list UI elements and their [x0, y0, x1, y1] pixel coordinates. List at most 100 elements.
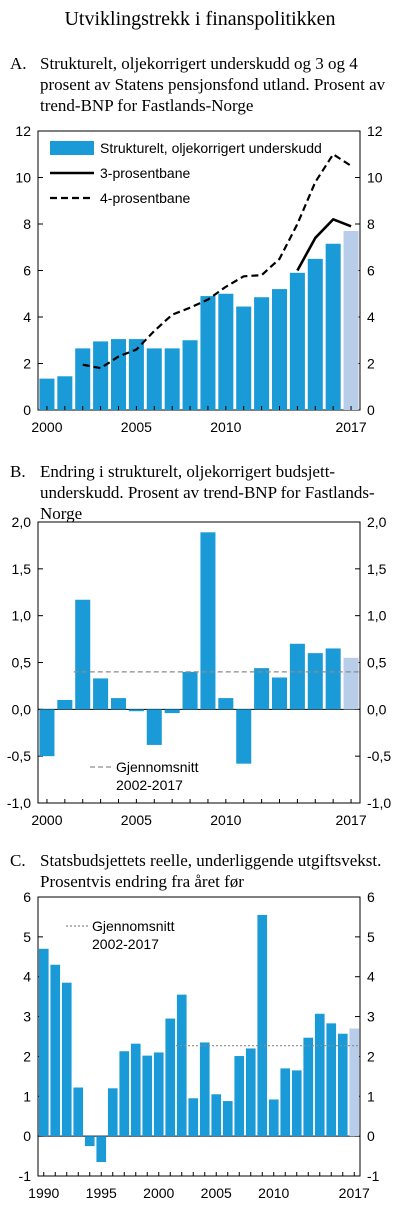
bar: [96, 1136, 107, 1163]
y-tick-label-left: 10: [15, 170, 31, 186]
y-tick-label-left: 1,0: [12, 608, 32, 624]
y-tick-label-right: 4: [367, 969, 375, 985]
bar: [325, 648, 341, 710]
bar: [307, 258, 323, 410]
x-tick-label: 2010: [210, 419, 241, 435]
panel-b-title: Endring i strukturelt, oljekorrigert bud…: [40, 462, 375, 523]
bar: [146, 348, 162, 410]
bar: [38, 948, 49, 1137]
y-tick-label-right: 5: [367, 929, 375, 945]
x-tick-label: 2005: [201, 1185, 232, 1201]
bar: [325, 243, 341, 410]
y-tick-label-left: 3: [23, 1009, 31, 1025]
bar: [303, 1037, 314, 1137]
panel-a-title: Strukturelt, oljekorrigert underskudd og…: [40, 54, 386, 115]
figure-title: Utviklingstrekk i finanspolitikken: [64, 8, 336, 30]
y-tick-label-right: -0,5: [367, 748, 391, 764]
y-tick-label-right: 0: [367, 402, 375, 418]
bar: [164, 348, 180, 410]
y-tick-label-left: -1,0: [7, 795, 31, 811]
legend-swatch-bar: [50, 141, 94, 155]
bar: [182, 671, 198, 710]
x-tick-label: 2017: [335, 812, 366, 828]
legend-label-average: Gjennomsnitt: [116, 759, 199, 775]
y-tick-label-left: 1,5: [12, 561, 32, 577]
bar: [128, 709, 144, 712]
bar: [337, 1033, 348, 1137]
y-tick-label-left: 6: [23, 889, 31, 905]
y-tick-label-left: 0: [23, 1128, 31, 1144]
bar-highlight: [343, 657, 359, 710]
bar: [307, 653, 323, 710]
y-tick-label-right: 0: [367, 1128, 375, 1144]
bar: [218, 698, 234, 710]
bar: [110, 698, 127, 710]
y-tick-label-right: 1,5: [367, 561, 387, 577]
plot-frame: [37, 896, 361, 1177]
y-tick-label-left: 4: [23, 969, 31, 985]
bar: [93, 341, 109, 410]
x-tick-label: 2017: [335, 419, 366, 435]
x-tick-label: 2005: [121, 812, 152, 828]
line-4-prosentbane: [82, 153, 352, 370]
bar: [153, 1052, 164, 1137]
y-tick-label-left: -1: [19, 1168, 32, 1184]
bar: [257, 914, 268, 1137]
legend-label-average-period: 2002-2017: [92, 936, 159, 952]
bar: [110, 339, 127, 410]
y-tick-label-right: -1,0: [367, 795, 391, 811]
bar: [142, 1055, 153, 1137]
bar: [245, 1048, 256, 1137]
bar: [57, 376, 73, 410]
y-tick-label-right: 8: [367, 216, 375, 232]
y-tick-label-right: 2: [367, 356, 375, 372]
y-tick-label-left: 12: [15, 123, 31, 139]
bar: [176, 994, 187, 1137]
bar: [291, 1070, 302, 1137]
bar: [289, 272, 305, 410]
bar: [222, 1101, 233, 1137]
bar: [236, 306, 252, 410]
y-tick-label-left: 8: [23, 216, 31, 232]
y-tick-label-left: 6: [23, 263, 31, 279]
bar: [146, 709, 162, 745]
panel-b-title-block: B. Endring i strukturelt, oljekorrigert …: [10, 461, 398, 527]
y-tick-label-right: 4: [367, 309, 375, 325]
bar-highlight: [349, 1028, 360, 1137]
bar: [199, 1042, 210, 1137]
bar: [39, 378, 55, 410]
y-tick-label-right: 3: [367, 1009, 375, 1025]
line-3-prosentbane: [296, 218, 352, 272]
bar: [182, 340, 198, 410]
x-tick-label: 2017: [339, 1185, 370, 1201]
bar: [130, 1043, 141, 1137]
bar: [188, 1098, 199, 1137]
bar: [254, 668, 270, 710]
x-tick-label: 2010: [210, 812, 241, 828]
bar-highlight: [343, 230, 359, 410]
y-tick-label-left: -0,5: [7, 748, 31, 764]
y-tick-label-left: 4: [23, 309, 31, 325]
bar: [57, 699, 73, 710]
legend-label-bar: Strukturelt, oljekorrigert underskudd: [100, 140, 322, 156]
x-tick-label: 2000: [143, 1185, 174, 1201]
bar: [164, 709, 180, 714]
x-tick-label: 1995: [86, 1185, 117, 1201]
bar: [268, 1099, 279, 1137]
x-tick-label: 1990: [28, 1185, 59, 1201]
y-tick-label-left: 0: [23, 402, 31, 418]
y-tick-label-right: 2: [367, 1048, 375, 1064]
bar: [211, 1094, 222, 1137]
bar: [73, 1087, 84, 1137]
y-tick-label-right: 10: [367, 170, 383, 186]
y-tick-label-left: 0,0: [12, 701, 32, 717]
bar: [75, 348, 91, 410]
bar: [236, 709, 252, 764]
panel-a-letter: A.: [10, 54, 27, 73]
bar: [234, 1056, 245, 1137]
y-tick-label-left: 2,0: [12, 514, 32, 530]
y-tick-label-right: 1,0: [367, 608, 387, 624]
bar: [218, 293, 234, 410]
